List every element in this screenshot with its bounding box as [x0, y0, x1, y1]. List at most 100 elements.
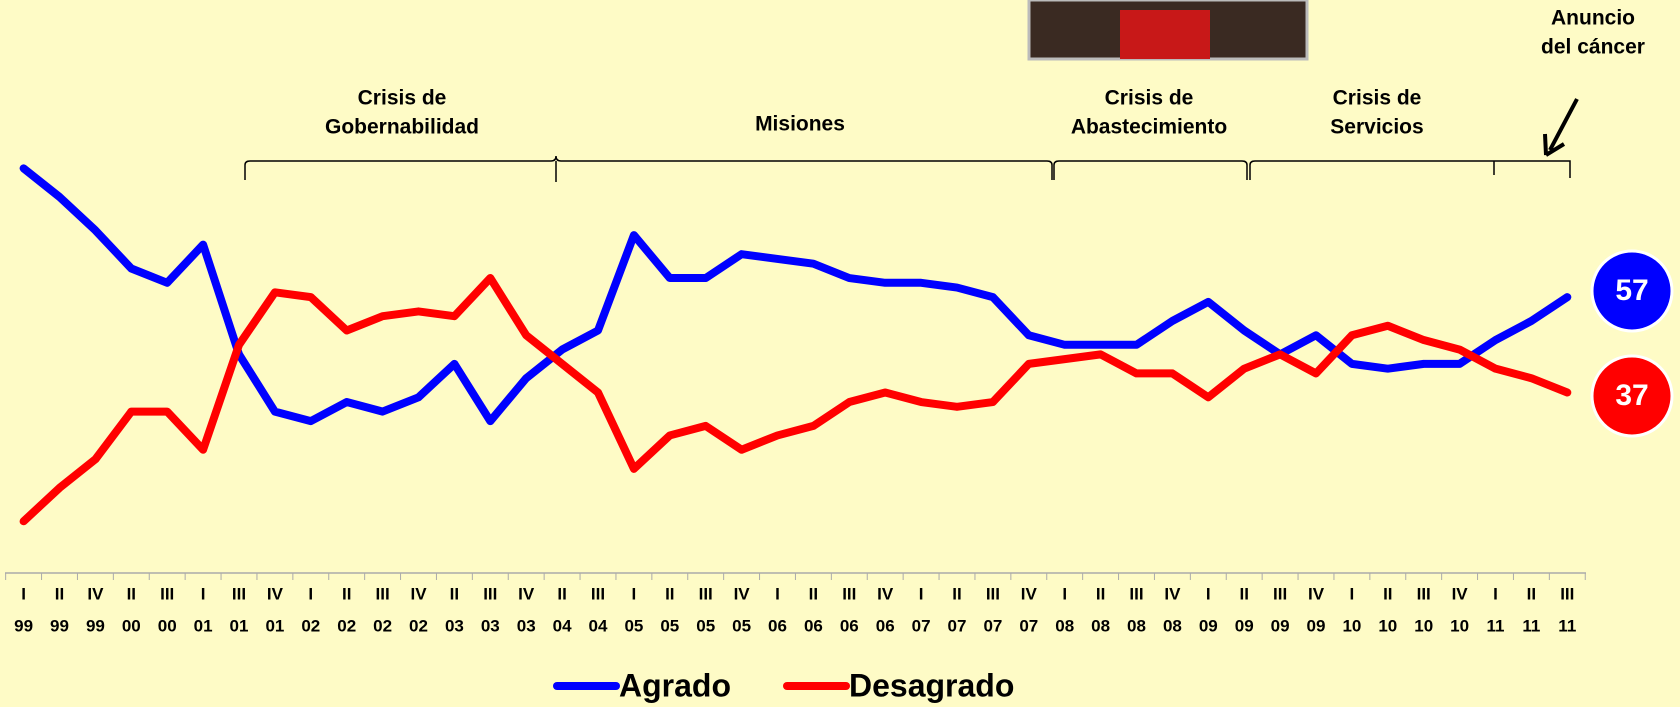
annotation: del cáncer: [1541, 36, 1645, 59]
x-tick-label: I: [1350, 584, 1355, 603]
x-tick-label: III: [1560, 584, 1574, 603]
x-tick-label: 07: [983, 616, 1002, 635]
x-tick-label: 03: [517, 616, 536, 635]
x-tick-label: III: [699, 584, 713, 603]
x-tick-label: 11: [1522, 616, 1540, 635]
x-tick-label: III: [1129, 584, 1143, 603]
x-tick-label: 08: [1163, 616, 1182, 635]
x-tick-label: II: [1239, 584, 1248, 603]
x-tick-label: IV: [410, 584, 427, 603]
x-tick-label: 00: [158, 616, 177, 635]
x-tick-label: 02: [301, 616, 320, 635]
x-tick-label: 00: [122, 616, 141, 635]
x-tick-label: II: [557, 584, 566, 603]
end-label: 57: [1615, 274, 1648, 307]
x-tick-label: II: [450, 584, 459, 603]
x-tick-label: 06: [768, 616, 787, 635]
annotations: Crisis de Gobernabilidad Misiones Crisis de…: [325, 7, 1645, 139]
x-tick-label: III: [591, 584, 605, 603]
x-tick-label: 10: [1378, 616, 1397, 635]
x-tick-label: II: [809, 584, 818, 603]
annotation: Crisis de: [1105, 87, 1194, 110]
x-tick-label: IV: [87, 584, 104, 603]
x-tick-label: II: [665, 584, 674, 603]
x-tick-label: I: [308, 584, 313, 603]
x-tick-label: II: [342, 584, 351, 603]
x-tick-label: III: [376, 584, 390, 603]
x-tick-label: 06: [840, 616, 859, 635]
x-tick-label: 01: [194, 616, 213, 635]
x-tick-label: I: [21, 584, 26, 603]
x-tick-label: 11: [1487, 616, 1505, 635]
legend-label: Desagrado: [849, 667, 1014, 703]
x-tick-label: I: [632, 584, 637, 603]
x-tick-label: III: [232, 584, 246, 603]
arrow: [1543, 98, 1579, 157]
x-tick-label: II: [55, 584, 64, 603]
x-tick-label: 07: [912, 616, 931, 635]
x-tick-label: IV: [734, 584, 751, 603]
annotation: Gobernabilidad: [325, 116, 479, 139]
x-tick-label: 04: [589, 616, 608, 635]
x-tick-label: I: [1062, 584, 1067, 603]
x-tick-label: I: [919, 584, 924, 603]
x-tick-label: 08: [1127, 616, 1146, 635]
x-tick-label: I: [1493, 584, 1498, 603]
x-tick-label: 01: [230, 616, 249, 635]
annotation: Misiones: [755, 113, 845, 136]
x-tick-label: 04: [553, 616, 572, 635]
x-tick-label: 05: [660, 616, 679, 635]
x-tick-label: 06: [804, 616, 823, 635]
x-tick-label: 07: [1019, 616, 1038, 635]
x-tick-label: 06: [876, 616, 895, 635]
bracket: [244, 155, 1053, 180]
x-tick-label: II: [1383, 584, 1392, 603]
x-tick-label: 03: [445, 616, 464, 635]
bracket: [1249, 160, 1571, 180]
x-tick-label: 09: [1199, 616, 1218, 635]
x-tick-label: 05: [696, 616, 715, 635]
x-tick-label: 08: [1055, 616, 1074, 635]
x-tick-label: IV: [1452, 584, 1469, 603]
x-tick-label: II: [1527, 584, 1536, 603]
x-tick-label: III: [1417, 584, 1431, 603]
x-tick-label: I: [1206, 584, 1211, 603]
plot: I99II99IV99II00III00I01III01IV01I02II02I…: [5, 164, 1674, 703]
annotation: Anuncio: [1551, 7, 1635, 30]
x-tick-label: IV: [1164, 584, 1181, 603]
x-tick-label: II: [127, 584, 136, 603]
x-tick-label: 09: [1235, 616, 1254, 635]
series-line: [19, 164, 1572, 426]
x-tick-label: 99: [14, 616, 33, 635]
x-tick-label: 10: [1450, 616, 1469, 635]
x-tick-label: 10: [1414, 616, 1433, 635]
x-tick-label: 99: [50, 616, 69, 635]
series-line: [19, 274, 1572, 526]
x-tick-label: 10: [1342, 616, 1361, 635]
x-tick-label: III: [842, 584, 856, 603]
x-tick-label: III: [1273, 584, 1287, 603]
x-tick-label: 01: [265, 616, 284, 635]
x-tick-label: II: [1096, 584, 1105, 603]
annotation: Servicios: [1330, 116, 1423, 139]
x-tick-label: 03: [481, 616, 500, 635]
x-tick-label: I: [201, 584, 206, 603]
x-tick-label: IV: [267, 584, 284, 603]
x-tick-label: IV: [518, 584, 535, 603]
x-tick-label: 09: [1307, 616, 1326, 635]
x-tick-label: 02: [373, 616, 392, 635]
x-tick-label: 08: [1091, 616, 1110, 635]
x-tick-label: III: [986, 584, 1000, 603]
photo-detail: [1120, 10, 1210, 59]
x-tick-label: III: [483, 584, 497, 603]
x-tick-label: III: [160, 584, 174, 603]
x-tick-label: I: [775, 584, 780, 603]
x-tick-label: 99: [86, 616, 105, 635]
annotation: Crisis de: [1333, 87, 1422, 110]
end-label: 37: [1615, 379, 1648, 412]
legend-label: Agrado: [619, 667, 731, 703]
x-tick-label: 02: [409, 616, 428, 635]
x-tick-label: IV: [1308, 584, 1325, 603]
